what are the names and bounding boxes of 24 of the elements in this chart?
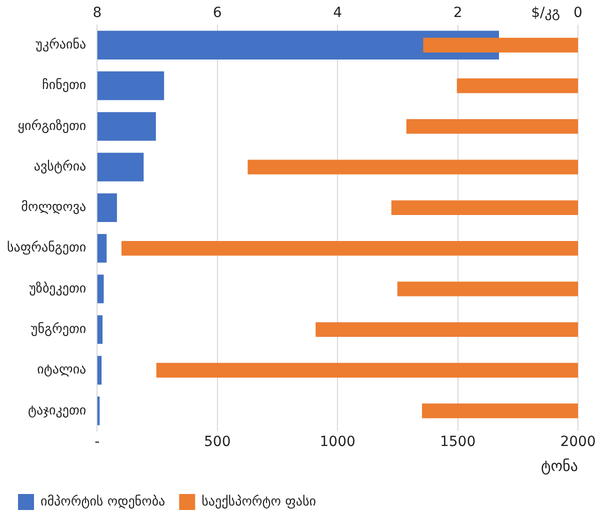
legend-label: იმპორტის ოდენობა [40,494,166,510]
y-tick-label: ავსტრია [34,159,86,174]
x2-tick-label: 2 [453,5,462,22]
x2-tick-label: 4 [333,5,342,22]
x-tick-label: - [94,434,100,450]
y-tick-label: უკრაინა [36,37,86,52]
y-tick-label: ჩინეთი [42,78,86,94]
x2-tick-label: 0 [574,5,582,22]
y-tick-label: საფრანგეთი [7,240,86,256]
y-tick-label: ყირგიზეთი [18,118,86,134]
x2-tick-label: 8 [92,5,102,22]
x-tick-label: 1000 [320,434,356,450]
y-tick-label: იტალია [37,362,86,378]
x-tick-label: 2000 [560,434,596,450]
x2-tick-label: 6 [212,5,222,22]
x-axis-title: ტონა [540,456,578,475]
y-tick-label: მოლდოვა [21,200,86,216]
x-tick-label: 500 [204,434,231,450]
x2-axis-title: $/კგ [531,5,560,22]
y-tick-label: უნგრეთი [30,322,86,337]
x-tick-label: 1500 [440,434,476,450]
y-tick-label: ტაჯიკეთი [28,403,86,418]
legend-label: საექსპორტო ფასი [202,494,316,510]
y-tick-label: უზბეკეთი [29,281,86,296]
